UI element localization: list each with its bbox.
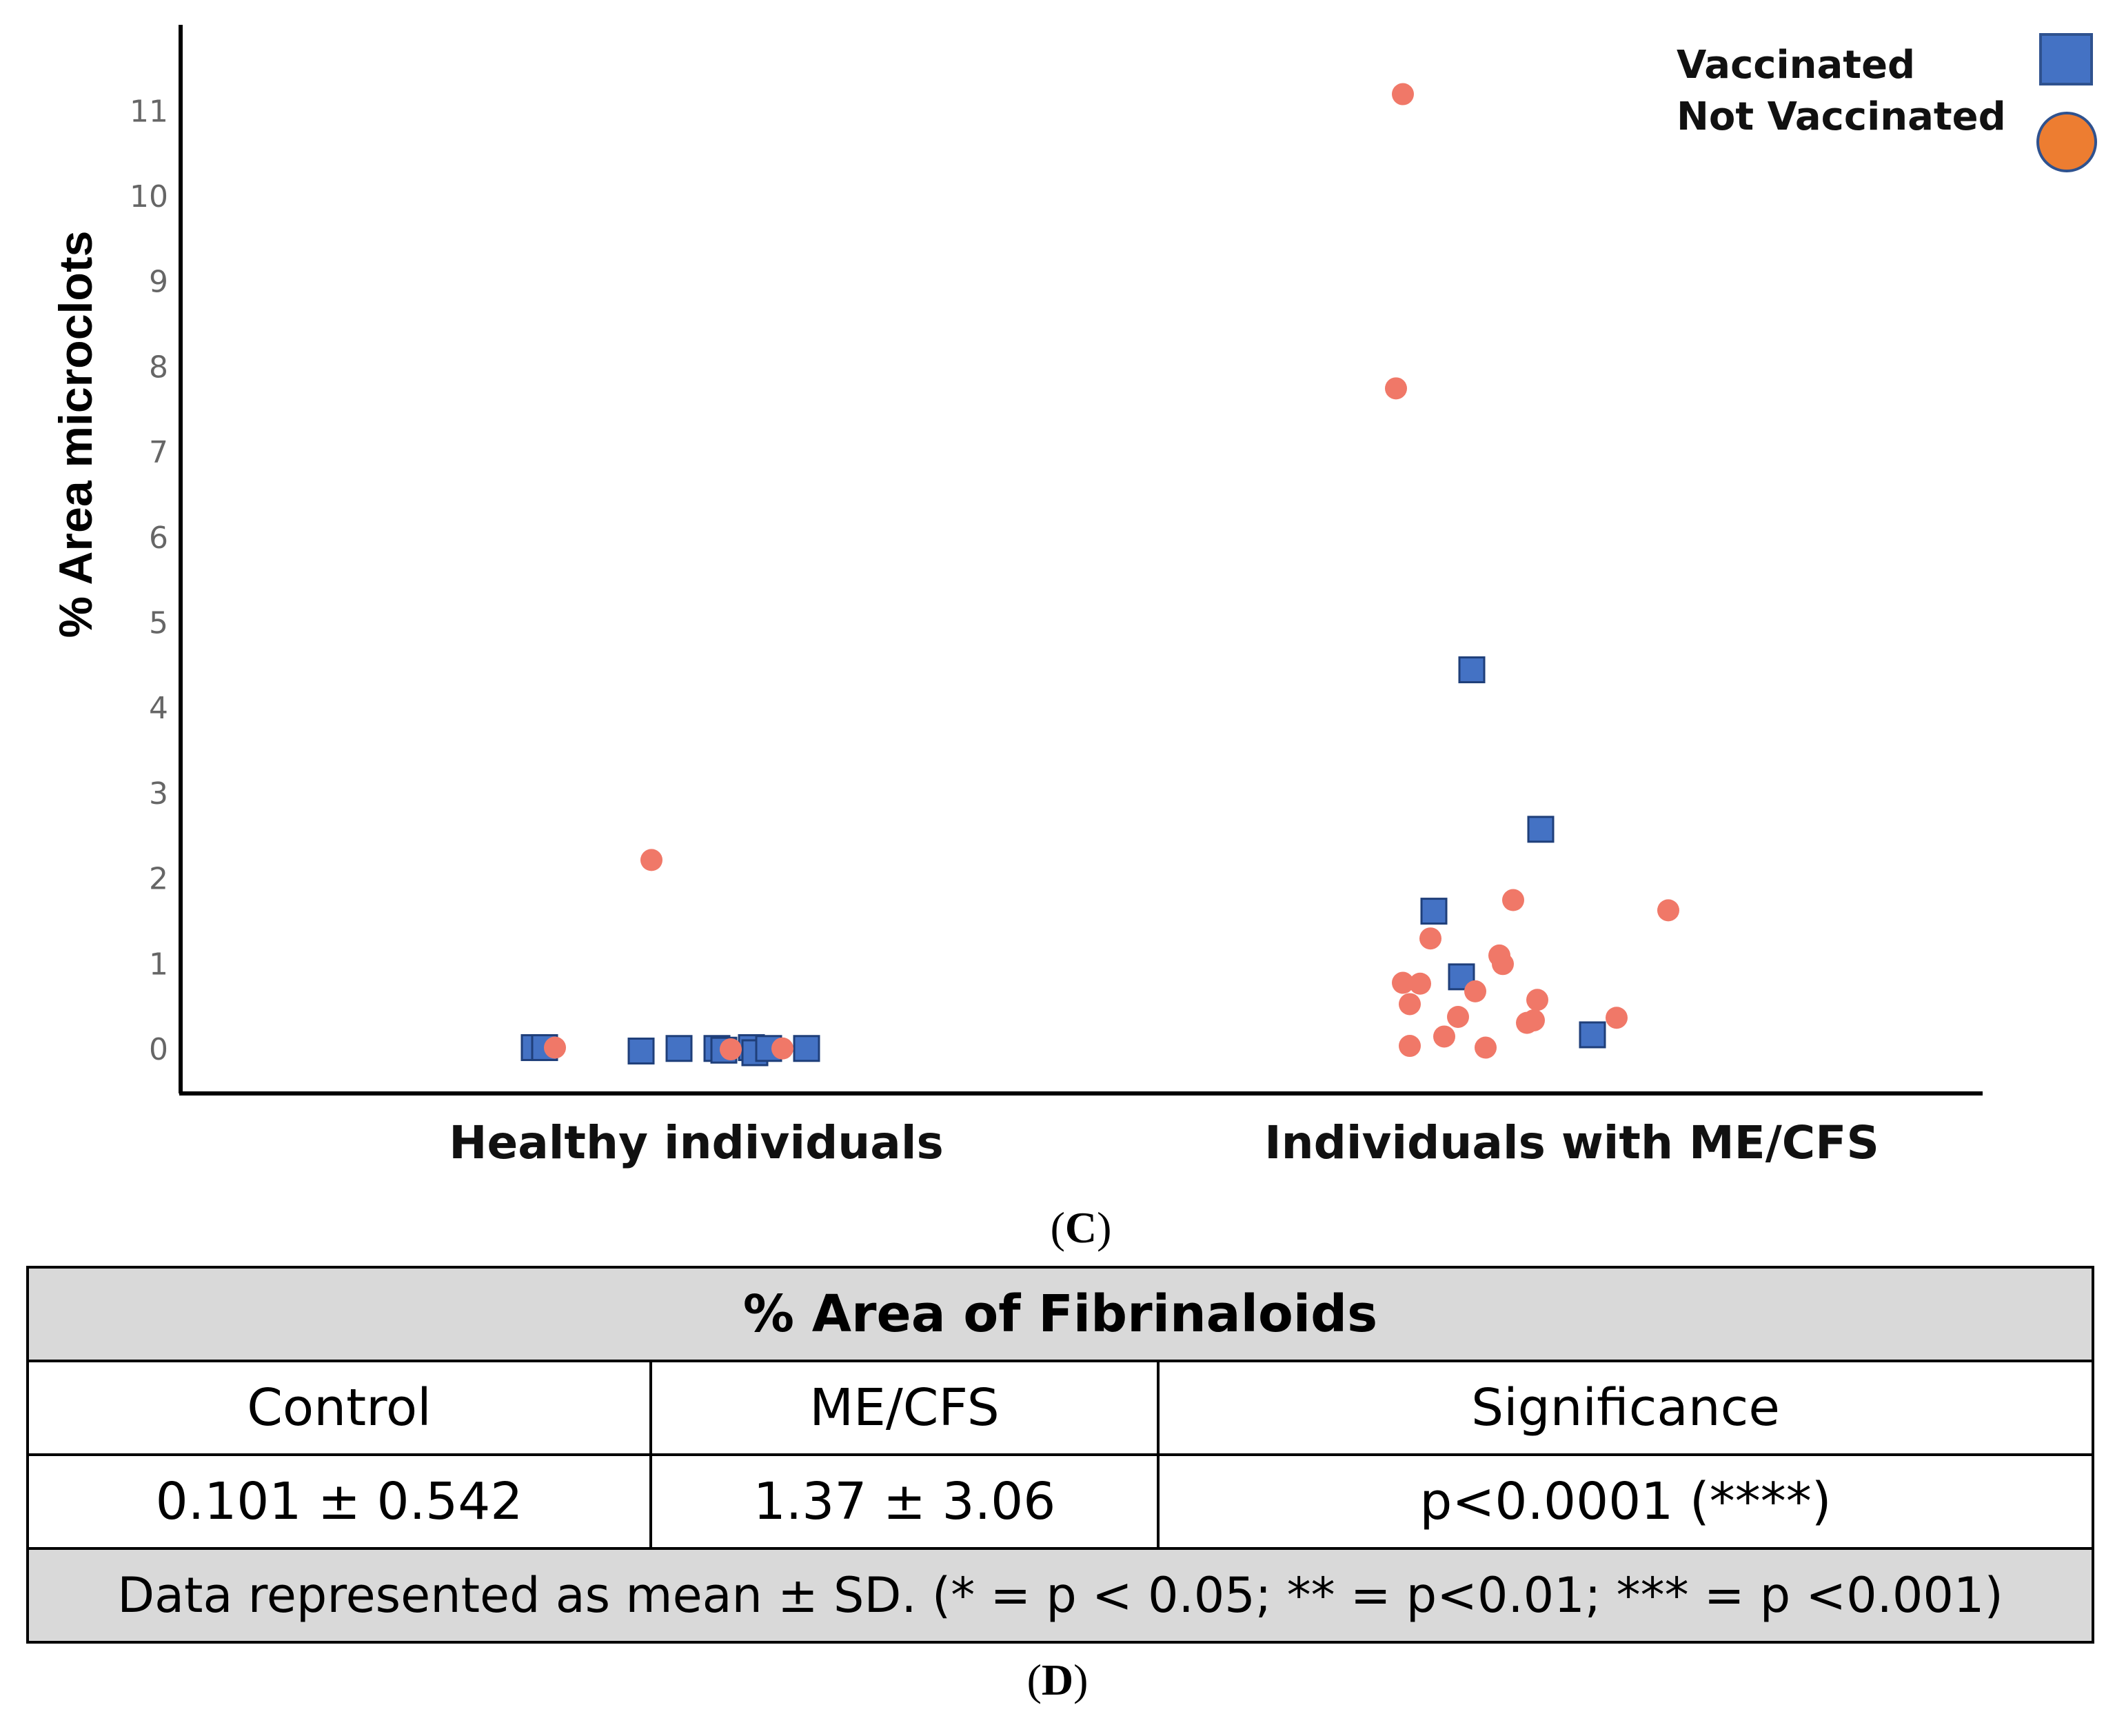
vaccinated-point (1458, 656, 1486, 684)
not-vaccinated-point (1526, 989, 1548, 1011)
table-title-row: % Area of Fibrinaloids (26, 1266, 2095, 1362)
y-tick-label: 8 (149, 350, 168, 385)
not-vaccinated-point (544, 1036, 566, 1059)
y-tick-label: 1 (149, 947, 168, 982)
legend-square-icon (2039, 33, 2093, 85)
not-vaccinated-point (1492, 953, 1514, 976)
y-tick-label: 7 (149, 435, 168, 470)
table-title: % Area of Fibrinaloids (26, 1266, 2095, 1362)
y-tick-label: 2 (149, 862, 168, 897)
y-tick-label: 10 (130, 179, 168, 214)
y-tick-label: 9 (149, 265, 168, 300)
y-tick-labels: 0 1 2 3 4 5 6 7 8 9 10 11 (130, 94, 168, 1067)
not-vaccinated-point (1433, 1025, 1455, 1048)
vaccinated-point (665, 1035, 693, 1062)
y-tick-label: 6 (149, 521, 168, 556)
y-tick-label: 3 (149, 776, 168, 811)
panel-label-d: (D) (1026, 1655, 1089, 1704)
y-axis-label: % Area microclots (50, 231, 102, 638)
table-footnote: Data represented as mean ± SD. (* = p < … (26, 1547, 2095, 1644)
vaccinated-point (627, 1037, 655, 1064)
vaccinated-point (1420, 898, 1448, 925)
not-vaccinated-point (1419, 927, 1441, 950)
x-category-label-healthy: Healthy individuals (449, 1116, 944, 1169)
data-points (520, 83, 1679, 1067)
not-vaccinated-point (1447, 1005, 1469, 1028)
not-vaccinated-point (1385, 377, 1407, 400)
vaccinated-point (793, 1035, 820, 1062)
scatter-chart: 0 1 2 3 4 5 6 7 8 9 10 11 % Area microclots Healthy… (50, 25, 2097, 1252)
vaccinated-point (1527, 816, 1555, 843)
value-control: 0.101 ± 0.542 (26, 1453, 652, 1550)
table-footer-row: Data represented as mean ± SD. (* = p < … (26, 1547, 2095, 1644)
y-tick-label: 4 (149, 691, 168, 726)
table-values-row: 0.101 ± 0.542 1.37 ± 3.06 p<0.0001 (****… (26, 1453, 2095, 1550)
not-vaccinated-point (1475, 1036, 1497, 1059)
panel-label-c: (C) (1051, 1203, 1112, 1252)
fibrinaloid-stats-table: % Area of Fibrinaloids Control ME/CFS Si… (26, 1266, 2095, 1644)
not-vaccinated-point (640, 849, 662, 871)
not-vaccinated-point (1399, 993, 1421, 1016)
not-vaccinated-point (1523, 1009, 1545, 1031)
y-tick-label: 11 (130, 94, 168, 129)
not-vaccinated-point (771, 1037, 793, 1060)
table-header-row: Control ME/CFS Significance (26, 1360, 2095, 1456)
header-mecfs: ME/CFS (649, 1360, 1160, 1456)
y-tick-label: 0 (149, 1032, 168, 1067)
not-vaccinated-point (1409, 972, 1431, 995)
not-vaccinated-point (1606, 1007, 1628, 1029)
value-significance: p<0.0001 (****) (1156, 1453, 2095, 1550)
not-vaccinated-point (1392, 83, 1414, 105)
not-vaccinated-point (1502, 889, 1524, 911)
legend-label-not-vaccinated: Not Vaccinated (1677, 94, 2006, 139)
header-control: Control (26, 1360, 652, 1456)
not-vaccinated-point (1399, 1035, 1421, 1058)
x-category-label-mecfs: Individuals with ME/CFS (1264, 1116, 1879, 1169)
not-vaccinated-point (1464, 980, 1486, 1002)
vaccinated-point (1579, 1021, 1606, 1049)
y-tick-label: 5 (149, 606, 168, 641)
not-vaccinated-point (1657, 899, 1679, 922)
not-vaccinated-point (720, 1038, 742, 1060)
value-mecfs: 1.37 ± 3.06 (649, 1453, 1160, 1550)
legend-label-vaccinated: Vaccinated (1677, 43, 1915, 88)
legend-circle-icon (2036, 112, 2097, 172)
not-vaccinated-point (1392, 971, 1414, 994)
header-significance: Significance (1156, 1360, 2095, 1456)
